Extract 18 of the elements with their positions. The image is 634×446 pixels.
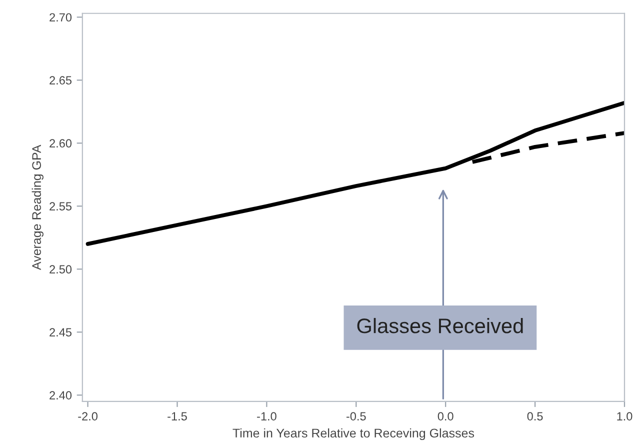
y-tick-label: 2.55 — [50, 202, 72, 211]
y-tick-label: 2.40 — [50, 391, 72, 400]
y-tick-label: 2.45 — [50, 328, 72, 337]
x-axis-title: Time in Years Relative to Receving Glasses — [232, 428, 474, 440]
x-tick-label: 1.0 — [617, 412, 632, 420]
y-tick-label: 2.60 — [50, 139, 72, 148]
y-axis-title: Average Reading GPA — [32, 144, 44, 270]
x-tick-label: -1.5 — [168, 412, 187, 420]
x-tick-label: -2.0 — [78, 412, 98, 420]
x-tick-label: 0.5 — [527, 412, 543, 420]
line-series — [86, 100, 624, 246]
x-tick-label: -0.5 — [346, 412, 366, 420]
x-tick-label: 0.0 — [438, 412, 454, 420]
y-tick-label: 2.50 — [50, 265, 72, 274]
annotation: Glasses Received — [357, 318, 523, 334]
y-tick-label: 2.70 — [50, 13, 72, 22]
x-tick-label: -1.0 — [257, 412, 276, 420]
y-tick-label: 2.65 — [50, 76, 72, 85]
